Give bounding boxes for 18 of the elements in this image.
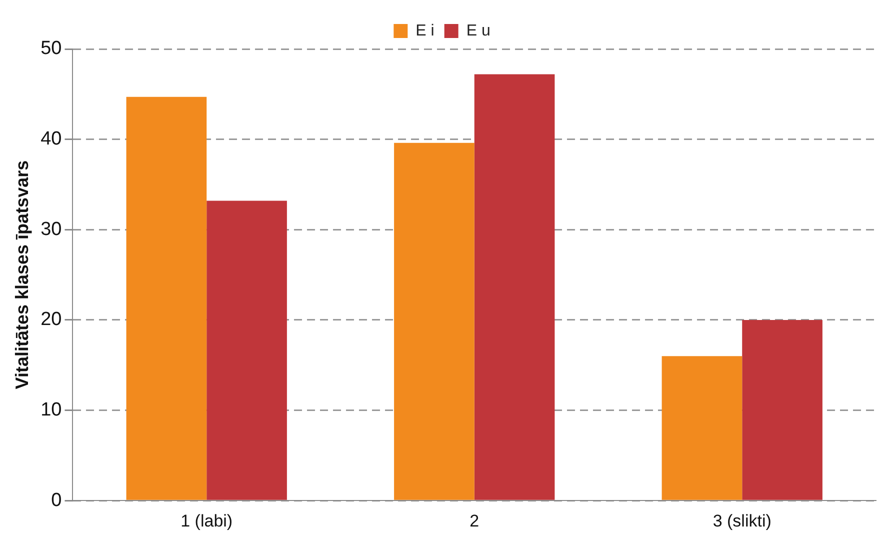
bar	[126, 96, 207, 500]
legend-label: E i	[416, 22, 434, 40]
x-tick-label: 2	[470, 511, 480, 530]
y-tick-label: 0	[51, 490, 62, 511]
y-tick-label: 50	[40, 38, 62, 60]
y-tick-label: 10	[40, 400, 62, 421]
y-axis-title: Vitalitātes klases īpatsvars	[12, 160, 32, 390]
y-tick-label: 20	[40, 309, 62, 330]
legend-label: E u	[466, 22, 490, 40]
y-tick-label: 40	[40, 128, 62, 150]
bar	[474, 74, 555, 500]
bar	[394, 142, 474, 500]
y-tick-label: 30	[40, 218, 62, 240]
bar	[662, 356, 742, 500]
x-tick-label: 1 (labi)	[180, 511, 233, 530]
x-tick-label: 3 (slikti)	[712, 511, 772, 530]
bar	[206, 200, 287, 500]
bar	[742, 320, 822, 500]
